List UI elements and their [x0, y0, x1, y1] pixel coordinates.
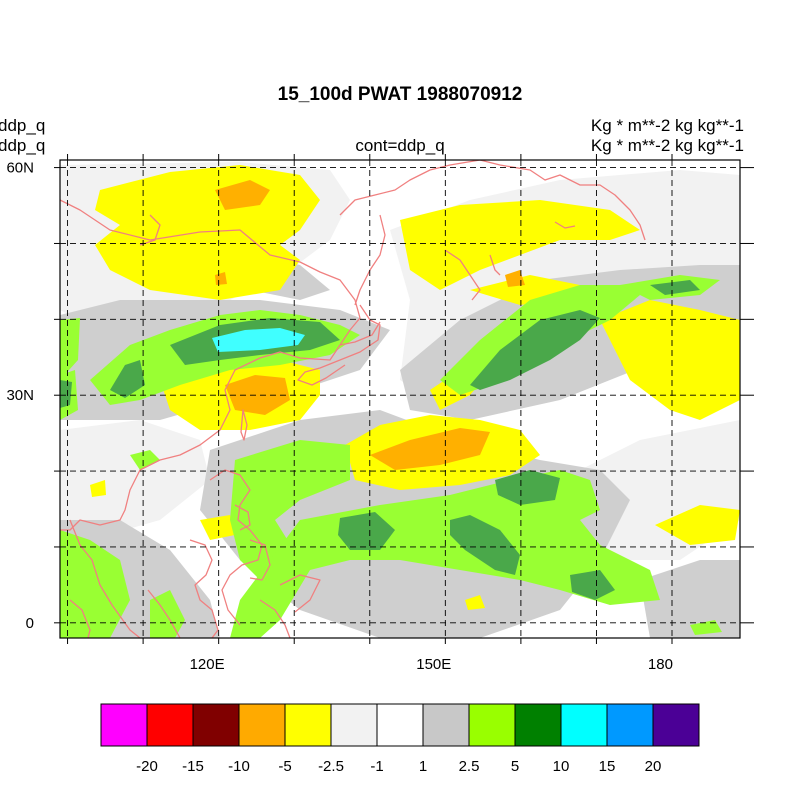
colorbar-box: [238, 703, 286, 747]
lat-tick-label: 60N: [6, 160, 34, 177]
colorbar-label: 1: [419, 758, 427, 775]
colorbar-box: [468, 703, 516, 747]
axis-tick-labels: 120E 150E 180 60N 30N 0: [6, 160, 672, 673]
map-frame: [59, 159, 741, 639]
colorbar-label: 20: [645, 758, 662, 775]
units-label-1: Kg * m**-2 kg kg**-1: [590, 116, 744, 135]
axis-ticks: [54, 154, 754, 644]
lon-tick-label: 120E: [190, 656, 225, 673]
contour-label: cont=ddp_q: [355, 136, 445, 155]
colorbar-box: [100, 703, 148, 747]
colorbar-label: -1: [370, 758, 383, 775]
colorbar-label: -10: [228, 758, 250, 775]
colorbar-label: -2.5: [318, 758, 344, 775]
map-title: 15_100d PWAT 1988070912: [277, 84, 523, 105]
colorbar-box: [514, 703, 562, 747]
left-label-2: ddp_q: [0, 136, 46, 155]
colorbar-label: 5: [511, 758, 519, 775]
colorbar-box: [284, 703, 332, 747]
colorbar-box: [330, 703, 378, 747]
colorbar-label: 10: [553, 758, 570, 775]
lon-tick-label: 150E: [416, 656, 451, 673]
colorbar-box: [146, 703, 194, 747]
lon-tick-label: 180: [648, 656, 673, 673]
colorbar-label: 2.5: [459, 758, 480, 775]
colorbar-box: [422, 703, 470, 747]
colorbar-label: 15: [599, 758, 616, 775]
units-label-2: Kg * m**-2 kg kg**-1: [590, 136, 744, 155]
left-label-1: ddp_q: [0, 116, 46, 135]
lat-lon-grid: [60, 160, 740, 638]
colorbar-box: [376, 703, 424, 747]
lat-tick-label: 30N: [6, 387, 34, 404]
shaded-field: [60, 160, 740, 638]
colorbar-box: [560, 703, 608, 747]
lat-tick-label: 0: [26, 615, 34, 632]
colorbar-box: [606, 703, 654, 747]
colorbar-label: -15: [182, 758, 204, 775]
colorbar-box: [192, 703, 240, 747]
colorbar-label: -20: [136, 758, 158, 775]
colorbar-box: [652, 703, 700, 747]
colorbar-label: -5: [278, 758, 291, 775]
